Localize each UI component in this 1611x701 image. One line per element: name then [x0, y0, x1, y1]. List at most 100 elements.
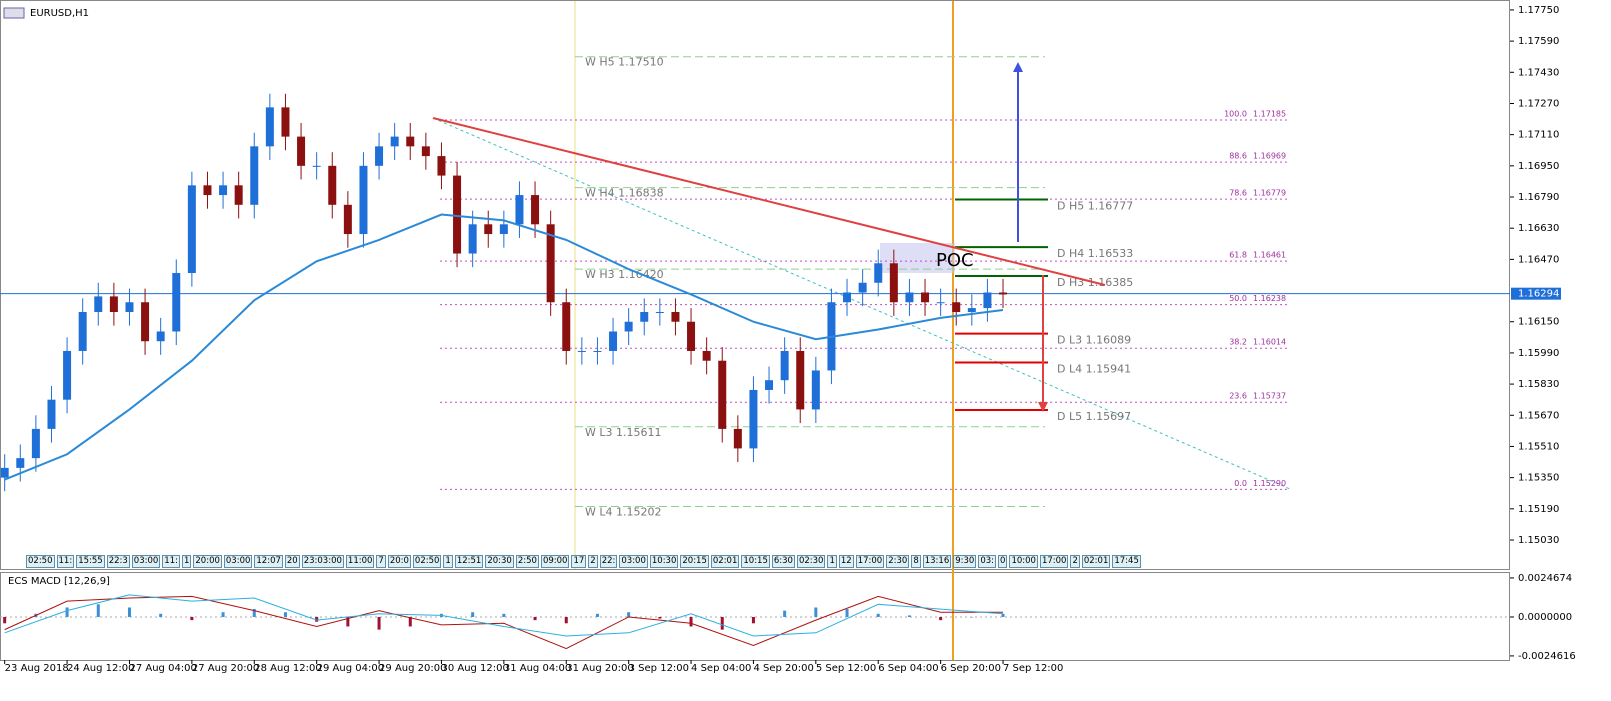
- session-label: 11:: [56, 555, 75, 568]
- candle-body: [312, 165, 321, 167]
- x-tick-label: 30 Aug 12:00: [441, 663, 508, 674]
- macd-histogram: [252, 609, 256, 617]
- daily-pivot-label: D H4 1.16533: [1057, 247, 1133, 260]
- candle-body: [671, 311, 680, 322]
- y-tick-label: 1.17270: [1518, 98, 1559, 109]
- candle-body: [515, 195, 524, 225]
- macd-histogram: [190, 616, 194, 621]
- candle-body: [63, 350, 72, 400]
- session-label: 02:30: [796, 555, 826, 568]
- candle-body: [234, 185, 243, 205]
- weekly-pivot-label: W L4 1.15202: [585, 505, 661, 518]
- x-tick-label: 31 Aug 04:00: [504, 663, 571, 674]
- session-label: 02:01: [710, 555, 740, 568]
- session-label: 2: [1070, 555, 1080, 568]
- main-frame: [0, 0, 1510, 570]
- macd-y-tick-label: -0.0024616: [1518, 651, 1576, 662]
- x-tick-label: 6 Sep 04:00: [878, 663, 938, 674]
- candle-body: [765, 380, 774, 390]
- macd-histogram: [970, 616, 974, 618]
- candle-body: [921, 292, 930, 303]
- macd-histogram: [751, 616, 755, 624]
- chart-title: EURUSD,H1: [30, 8, 89, 19]
- candle-body: [125, 302, 134, 312]
- y-tick-label: 1.17750: [1518, 5, 1559, 16]
- candle-body: [390, 136, 399, 147]
- macd-histogram: [1001, 613, 1005, 617]
- candle-body: [811, 370, 820, 410]
- candle-body: [874, 263, 883, 283]
- y-tick-label: 1.15030: [1518, 535, 1559, 546]
- y-tick-label: 1.15190: [1518, 504, 1559, 515]
- candle-body: [250, 146, 259, 205]
- session-label: 2: [588, 555, 598, 568]
- macd-histogram: [907, 615, 911, 617]
- macd-histogram: [127, 607, 131, 617]
- fib-ratio: 0.0: [1234, 479, 1247, 488]
- macd-histogram: [845, 609, 849, 617]
- macd-histogram: [876, 613, 880, 617]
- macd-histogram: [315, 616, 319, 622]
- y-tick-label: 1.16470: [1518, 254, 1559, 265]
- candle-body: [749, 389, 758, 449]
- trend-line: [432, 117, 1106, 286]
- candle-body: [484, 224, 493, 235]
- session-label: 11:00: [345, 555, 375, 568]
- candle-body: [967, 308, 976, 312]
- session-label: 20: [284, 555, 300, 568]
- fib-ratio: 100.0: [1224, 110, 1247, 119]
- fib-ratio: 23.6: [1229, 392, 1247, 401]
- session-bar: 02:50 11: 15:55 22:3 03:00 11: 1 20:00 03:00 12:0…: [26, 555, 1146, 568]
- candle-body: [297, 136, 306, 166]
- y-tick-label: 1.16630: [1518, 223, 1559, 234]
- session-label: 02:01: [1081, 555, 1111, 568]
- macd-histogram: [783, 610, 787, 617]
- daily-pivot-label: D L5 1.15697: [1057, 410, 1131, 423]
- arrow-head: [1038, 402, 1048, 412]
- session-label: 10:30: [649, 555, 679, 568]
- fib-price: 1.16461: [1253, 251, 1286, 260]
- session-label: 10:15: [741, 555, 770, 568]
- candle-body: [31, 428, 40, 459]
- fib-price: 1.15737: [1253, 392, 1286, 401]
- y-tick-label: 1.16790: [1518, 192, 1559, 203]
- candle-body: [499, 224, 508, 235]
- session-label: 22:: [599, 555, 618, 568]
- candle-body: [187, 185, 196, 274]
- candle-body: [219, 185, 228, 196]
- weekly-pivot-label: W H4 1.16838: [585, 187, 664, 200]
- candle-body: [281, 107, 290, 137]
- session-label: 12:51: [454, 555, 484, 568]
- candle-body: [858, 282, 867, 293]
- macd-histogram: [3, 616, 7, 624]
- candle-body: [453, 175, 462, 254]
- weekly-pivot-label: W H3 1.16420: [585, 268, 664, 281]
- last-price-label: 1.16294: [1518, 289, 1559, 300]
- fib-price: 1.16014: [1253, 338, 1286, 347]
- session-label: 17: [571, 555, 587, 568]
- candle-body: [640, 311, 649, 322]
- y-tick-label: 1.15350: [1518, 473, 1559, 484]
- x-tick-label: 4 Sep 20:00: [753, 663, 813, 674]
- macd-histogram: [408, 616, 412, 627]
- session-label: 03:00: [131, 555, 161, 568]
- arrow-head: [1013, 62, 1023, 72]
- session-label: 17:45: [1112, 555, 1141, 568]
- x-tick-label: 27 Aug 04:00: [129, 663, 196, 674]
- candle-body: [437, 156, 446, 176]
- daily-pivot-label: D L4 1.15941: [1057, 362, 1131, 375]
- session-label: 0: [998, 555, 1008, 568]
- candle-body: [16, 458, 25, 468]
- fib-ratio: 61.8: [1229, 251, 1247, 260]
- macd-main-line: [4, 595, 1004, 650]
- session-label: 09:00: [540, 555, 570, 568]
- macd-histogram: [471, 612, 475, 617]
- y-tick-label: 1.15510: [1518, 441, 1559, 452]
- candle-body: [655, 311, 664, 313]
- macd-histogram: [627, 612, 631, 617]
- x-tick-label: 3 Sep 12:00: [629, 663, 689, 674]
- session-label: 1: [181, 555, 192, 568]
- candle-body: [531, 195, 540, 225]
